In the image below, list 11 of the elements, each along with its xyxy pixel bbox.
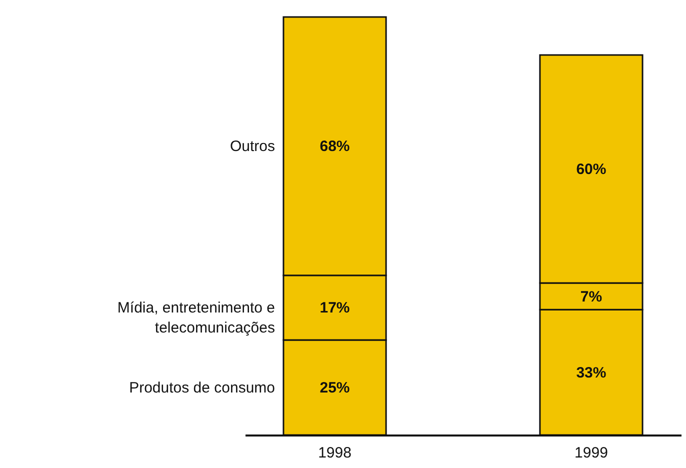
x-tick-label: 1999: [574, 444, 608, 462]
data-label: 17%: [320, 300, 350, 317]
series-label: Mídia, entretenimento e telecomunicações: [117, 300, 275, 337]
series-label: Produtos de consumo: [129, 380, 275, 396]
data-label: 33%: [576, 364, 606, 382]
data-label: 25%: [320, 380, 350, 396]
data-label: 7%: [580, 288, 602, 306]
data-label: 60%: [576, 161, 606, 178]
x-tick-label: 1998: [318, 444, 352, 462]
data-label: 68%: [320, 138, 350, 156]
series-label: Outros: [230, 138, 275, 156]
